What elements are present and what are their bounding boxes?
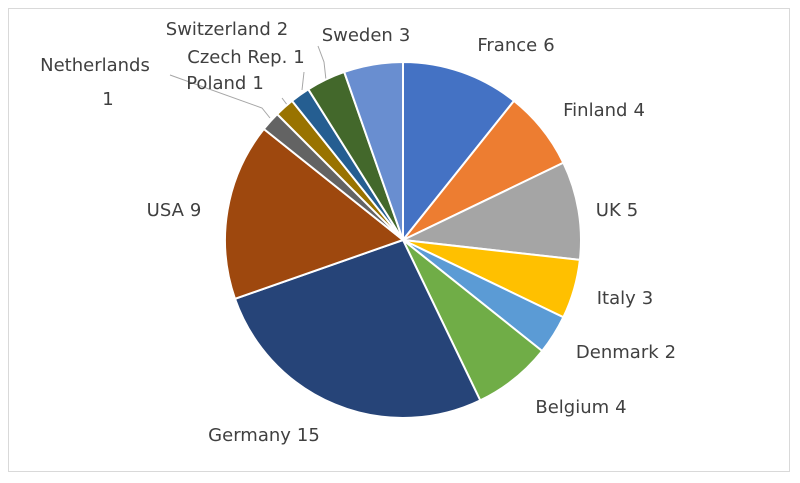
slice-value: 3: [399, 25, 410, 46]
slice-category: Netherlands: [40, 55, 150, 76]
slice-label: Germany 15: [208, 425, 320, 446]
slice-label: Italy 3: [597, 288, 654, 309]
slice-label: USA 9: [147, 200, 202, 221]
slice-category: Denmark: [576, 342, 659, 363]
pie-slice: [233, 238, 482, 419]
slice-label: Czech Rep. 1: [187, 47, 305, 68]
slice-category: Czech Rep.: [187, 47, 287, 68]
slice-category: Belgium: [535, 397, 609, 418]
slice-label: Switzerland 2: [166, 19, 288, 40]
slice-label: Sweden 3: [322, 25, 411, 46]
slice-label: France 6: [477, 35, 554, 56]
slice-label: Netherlands 1: [40, 55, 150, 110]
slice-value: 15: [297, 425, 320, 446]
slice-category: Sweden: [322, 25, 393, 46]
slice-category: Italy: [597, 288, 636, 309]
slice-category: Finland: [563, 100, 627, 121]
slice-label: Finland 4: [563, 100, 645, 121]
slice-category: UK: [596, 200, 622, 221]
pie-slice: [224, 127, 406, 301]
slice-category: France: [477, 35, 537, 56]
slice-value: 2: [277, 19, 288, 40]
slice-label: UK 5: [596, 200, 638, 221]
slice-category: USA: [147, 200, 185, 221]
pie-slice: [342, 60, 404, 241]
slice-value: 4: [615, 397, 626, 418]
slice-category: Germany: [208, 425, 291, 446]
slice-value: 1: [252, 73, 263, 94]
slice-label: Denmark 2: [576, 342, 676, 363]
slice-value: 3: [642, 288, 653, 309]
slice-value: 2: [665, 342, 676, 363]
slice-label: Belgium 4: [535, 397, 626, 418]
pie-slice: [402, 60, 516, 243]
slice-value: 1: [293, 47, 304, 68]
slice-category: Switzerland: [166, 19, 271, 40]
slice-value: 6: [543, 35, 554, 56]
slice-category: Poland: [186, 73, 246, 94]
pie-slice: [399, 161, 582, 262]
slice-label: Poland 1: [186, 73, 264, 94]
slice-value: 5: [627, 200, 638, 221]
slice-value: 4: [633, 100, 644, 121]
slice-value: 9: [190, 200, 201, 221]
leader-lines: [169, 45, 327, 119]
slice-value: 1: [102, 89, 113, 110]
